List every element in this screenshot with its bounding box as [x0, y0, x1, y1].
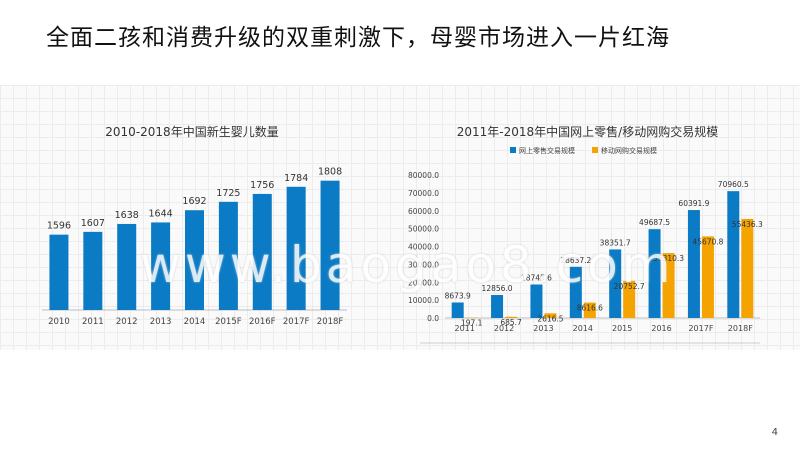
data-label-online-2014: 28637.2	[560, 256, 591, 265]
bar-online-2011	[451, 302, 464, 318]
x-tick-2013: 2013	[533, 324, 553, 333]
data-label-mobile-2013: 2616.5	[537, 314, 563, 323]
bar-mobile-2015	[623, 280, 636, 318]
x-tick-2014: 2014	[573, 324, 593, 333]
bar-online-2012	[491, 295, 504, 318]
data-label-online-2013: 18745.6	[521, 273, 552, 282]
bar-2018F	[320, 180, 340, 310]
bar-2016F	[252, 193, 272, 310]
bar-2011	[83, 231, 103, 310]
data-label-online-2018F: 70960.5	[718, 180, 749, 189]
data-label-2017F: 1784	[284, 173, 308, 184]
bar-mobile-2013	[544, 313, 557, 318]
bar-online-2016	[648, 229, 661, 318]
x-tick-2018F: 2018F	[728, 324, 753, 333]
bar-mobile-2014	[583, 302, 596, 318]
x-tick-2016F: 2016F	[249, 317, 276, 327]
bar-2013	[151, 222, 171, 310]
data-label-online-2012: 12856.0	[482, 284, 513, 293]
data-label-mobile-2018F: 55436.3	[732, 220, 763, 229]
y-tick-8: 80000.0	[408, 171, 439, 180]
legend-swatch-1	[592, 147, 598, 153]
y-tick-6: 60000.0	[408, 207, 439, 216]
x-tick-2010: 2010	[48, 317, 70, 327]
bar-online-2013	[530, 284, 543, 318]
data-label-2010: 1596	[47, 221, 71, 232]
bar-2017F	[286, 186, 306, 310]
data-label-mobile-2012: 685.7	[500, 318, 522, 327]
bar-mobile-2016	[662, 253, 675, 318]
x-tick-2012: 2012	[494, 324, 514, 333]
data-label-mobile-2016: 36310.3	[653, 254, 684, 263]
data-label-online-2011: 8673.9	[445, 291, 471, 300]
bar-2012	[117, 223, 137, 310]
bar-online-2015	[609, 249, 622, 318]
legend-swatch-0	[510, 147, 516, 153]
bar-mobile-2018F	[741, 218, 754, 318]
x-tick-2013: 2013	[150, 317, 172, 327]
y-tick-4: 40000.0	[408, 243, 439, 252]
newborn-chart: 2010-2018年中国新生婴儿数量 1596 2010 1607 2011 1638 2…	[32, 115, 352, 330]
x-tick-2015: 2015	[612, 324, 632, 333]
data-label-mobile-2014: 8616.6	[577, 304, 603, 313]
bar-online-2014	[569, 266, 582, 318]
legend-label-1: 移动网购交易规模	[601, 146, 657, 155]
y-tick-7: 70000.0	[408, 189, 439, 198]
x-tick-2017F: 2017F	[283, 317, 310, 327]
x-tick-2018F: 2018F	[317, 317, 344, 327]
data-label-2013: 1644	[149, 208, 173, 219]
legend-label-0: 网上零售交易规模	[519, 146, 575, 155]
y-tick-3: 30000.0	[408, 260, 439, 269]
data-label-2016F: 1756	[250, 180, 274, 191]
x-tick-2014: 2014	[184, 317, 206, 327]
data-label-mobile-2011: 197.1	[461, 319, 483, 328]
slide-title: 全面二孩和消费升级的双重刺激下，母婴市场进入一片红海	[46, 25, 670, 51]
data-label-2015F: 1725	[216, 188, 240, 199]
watermark: www.baogao8.com	[140, 236, 675, 294]
bar-online-2018F	[727, 191, 740, 318]
y-tick-2: 20000.0	[408, 278, 439, 287]
data-label-online-2017F: 60391.9	[678, 199, 709, 208]
data-label-online-2016: 49687.5	[639, 218, 670, 227]
x-tick-2016: 2016	[651, 324, 671, 333]
bar-online-2017F	[687, 210, 700, 318]
online-retail-chart-svg: 网上零售交易规模 移动网购交易规模 0.0 10000.0 20000.0 30000.0…	[408, 146, 763, 344]
data-label-2018F: 1808	[318, 167, 342, 178]
data-label-2012: 1638	[115, 210, 139, 221]
x-tick-2015F: 2015F	[215, 317, 242, 327]
x-tick-2011: 2011	[455, 324, 475, 333]
online-retail-chart: 2011年-2018年中国网上零售/移动网购交易规模 网上零售交易规模 移动网购交…	[400, 115, 775, 345]
data-label-mobile-2015: 20752.7	[614, 282, 645, 291]
newborn-chart-svg: 1596 2010 1607 2011 1638 2012 1644 2013 1692 2014…	[42, 167, 347, 327]
x-tick-2011: 2011	[82, 317, 104, 327]
x-tick-2017F: 2017F	[688, 324, 713, 333]
data-label-2014: 1692	[182, 196, 206, 207]
y-tick-5: 50000.0	[408, 225, 439, 234]
online-retail-chart-title: 2011年-2018年中国网上零售/移动网购交易规模	[456, 125, 719, 139]
bar-mobile-2017F	[701, 236, 714, 318]
data-label-online-2015: 38351.7	[600, 238, 631, 247]
y-tick-1: 10000.0	[408, 296, 439, 305]
data-label-mobile-2017F: 45670.8	[692, 237, 723, 246]
bar-2015F	[218, 201, 238, 310]
data-label-2011: 1607	[81, 218, 105, 229]
x-tick-2012: 2012	[116, 317, 138, 327]
bar-mobile-2012	[505, 316, 518, 318]
newborn-chart-title: 2010-2018年中国新生婴儿数量	[105, 125, 279, 139]
page-number: 4	[771, 427, 778, 438]
bar-2014	[185, 210, 204, 310]
y-tick-0: 0.0	[427, 314, 439, 323]
bar-2010	[49, 234, 69, 310]
